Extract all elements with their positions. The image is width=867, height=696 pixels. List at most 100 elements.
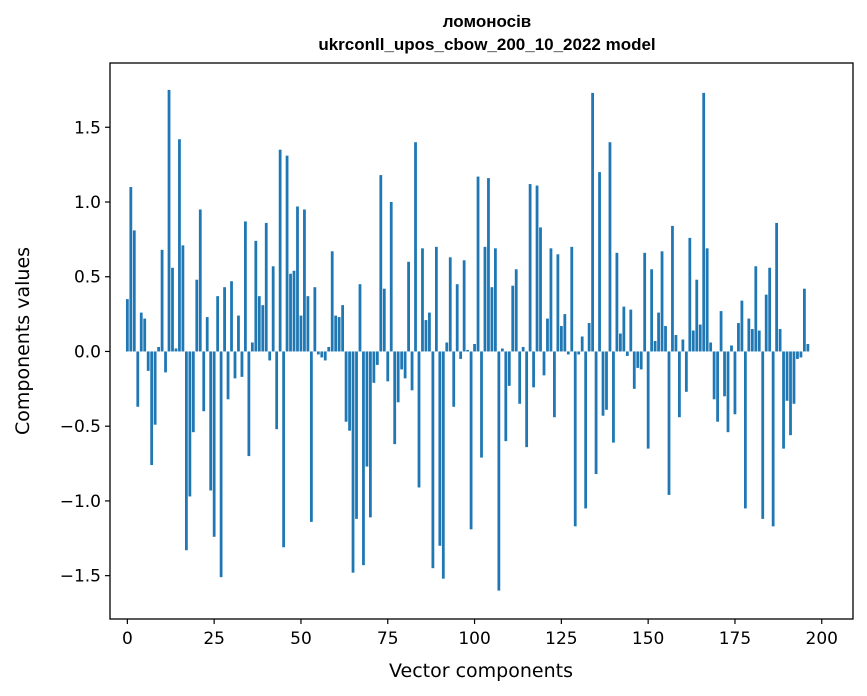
bar-78 (396, 351, 400, 403)
bar-82 (410, 351, 414, 391)
bar-146 (632, 351, 636, 389)
bar-8 (153, 351, 157, 425)
bar-181 (754, 266, 758, 352)
bar-49 (296, 206, 299, 352)
bar-41 (268, 351, 272, 361)
bar-131 (580, 336, 584, 352)
bar-134 (591, 92, 594, 352)
bar-66 (355, 351, 358, 519)
bar-11 (164, 351, 167, 373)
bar-35 (247, 351, 251, 457)
bar-47 (289, 273, 292, 352)
bar-70 (369, 351, 372, 518)
bar-143 (622, 306, 626, 352)
x-tick-label: 0 (122, 629, 133, 649)
bar-16 (181, 245, 185, 352)
bar-20 (195, 279, 199, 352)
bar-124 (556, 254, 560, 352)
bar-1 (129, 187, 133, 352)
x-tick-label: 75 (377, 629, 399, 649)
bar-46 (285, 155, 289, 352)
bar-83 (414, 142, 417, 352)
bar-186 (771, 351, 775, 527)
y-tick-label: 0.5 (74, 268, 101, 288)
bar-187 (775, 222, 779, 352)
bar-2 (132, 230, 136, 352)
bar-183 (761, 351, 765, 519)
bar-21 (198, 209, 202, 352)
bar-157 (671, 225, 674, 352)
bar-45 (282, 351, 285, 548)
bar-48 (292, 270, 296, 352)
bar-122 (549, 248, 553, 352)
bar-79 (400, 351, 404, 370)
bar-177 (740, 300, 744, 352)
bar-113 (518, 351, 522, 404)
y-tick-label: 0.0 (74, 342, 101, 362)
bar-112 (514, 269, 518, 352)
bar-145 (629, 309, 633, 352)
bar-25 (212, 351, 216, 537)
x-tick-label: 175 (719, 629, 751, 649)
bar-58 (327, 346, 331, 352)
bar-139 (608, 142, 612, 352)
x-tick-label: 25 (203, 629, 225, 649)
bar-114 (521, 346, 525, 352)
bar-107 (497, 351, 501, 591)
bar-126 (563, 314, 567, 352)
bar-68 (362, 351, 365, 566)
bar-142 (618, 333, 622, 352)
y-axis-label: Components values (12, 247, 34, 435)
bar-74 (382, 288, 386, 352)
bar-76 (389, 202, 393, 352)
bar-135 (594, 351, 598, 475)
bar-62 (341, 305, 345, 352)
bar-32 (237, 315, 240, 352)
bar-132 (584, 351, 588, 509)
bar-92 (445, 342, 449, 352)
bar-179 (747, 318, 751, 352)
bar-5 (143, 318, 147, 352)
bar-50 (299, 315, 303, 352)
y-axis: −1.5 −1.0 −0.5 0.0 0.5 1.0 1.5 (60, 118, 110, 587)
bar-30 (230, 281, 233, 352)
bar-195 (803, 288, 806, 352)
bar-57 (323, 351, 327, 361)
bar-91 (441, 351, 445, 579)
bar-15 (178, 139, 181, 352)
bar-97 (462, 260, 466, 352)
bar-148 (639, 351, 643, 370)
bar-133 (587, 323, 591, 352)
bar-56 (320, 351, 324, 358)
bar-118 (535, 185, 539, 352)
bar-192 (792, 351, 796, 404)
bar-140 (612, 351, 615, 443)
bar-196 (806, 343, 810, 352)
bar-194 (799, 351, 803, 358)
bar-38 (257, 296, 261, 352)
bar-166 (702, 92, 706, 352)
bar-153 (657, 312, 660, 352)
bar-106 (494, 248, 497, 352)
bar-168 (709, 342, 713, 352)
bar-43 (275, 351, 279, 430)
bar-18 (188, 351, 192, 497)
bar-171 (719, 311, 723, 352)
bar-167 (705, 248, 709, 352)
x-axis-label: Vector components (389, 660, 573, 682)
bar-116 (528, 184, 532, 352)
x-tick-label: 100 (458, 629, 490, 649)
bar-9 (157, 346, 160, 352)
bar-158 (674, 335, 678, 352)
bar-189 (782, 351, 785, 449)
bar-108 (500, 348, 504, 352)
bar-141 (615, 252, 619, 352)
bar-69 (365, 351, 369, 467)
bar-12 (167, 89, 171, 352)
bar-128 (570, 246, 574, 352)
bar-23 (205, 317, 209, 352)
plot-frame (109, 62, 854, 620)
bar-103 (483, 246, 487, 352)
bar-14 (174, 348, 178, 352)
